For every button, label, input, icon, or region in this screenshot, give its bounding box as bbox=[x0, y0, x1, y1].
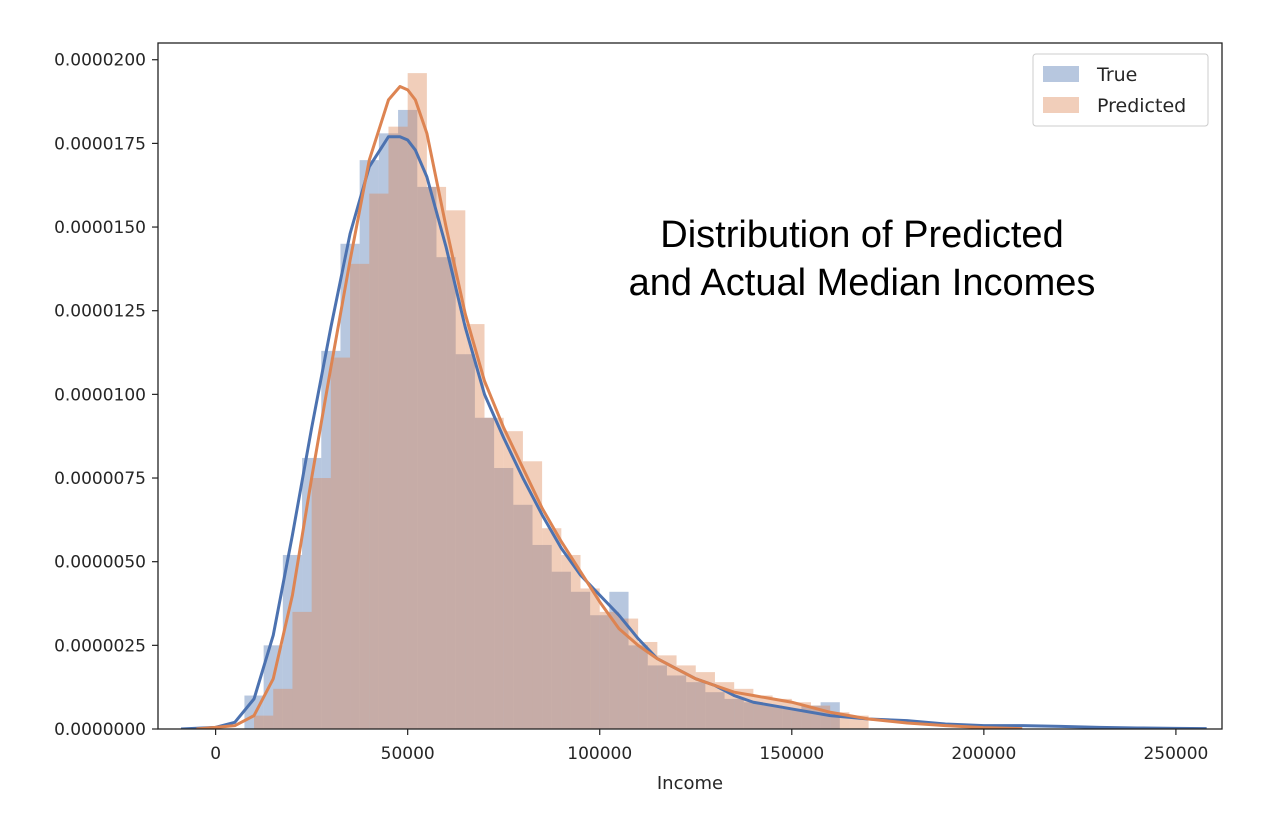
histogram-bar bbox=[772, 698, 792, 729]
legend: True Predicted bbox=[1032, 53, 1209, 127]
histogram-bar bbox=[686, 682, 706, 729]
histogram-bar bbox=[263, 645, 283, 729]
y-tick-label: 0.0000200 bbox=[54, 51, 146, 71]
histogram-bar bbox=[455, 354, 475, 729]
y-tick-label: 0.0000075 bbox=[54, 469, 146, 489]
histogram-bar bbox=[638, 641, 658, 729]
chart-annotation: Distribution of Predicted and Actual Medi… bbox=[629, 214, 1096, 304]
histogram-bar bbox=[513, 504, 533, 729]
legend-box bbox=[1032, 53, 1209, 127]
y-tick-label: 0.0000025 bbox=[54, 636, 146, 656]
histogram-predicted bbox=[254, 73, 869, 729]
histogram-bar bbox=[369, 193, 389, 729]
x-tick-label: 0 bbox=[210, 744, 221, 764]
x-tick-label: 200000 bbox=[951, 744, 1016, 764]
x-tick-label: 150000 bbox=[759, 744, 824, 764]
histogram-bar bbox=[417, 186, 437, 729]
x-tick-label: 100000 bbox=[567, 744, 632, 764]
histogram-bar bbox=[599, 611, 619, 729]
y-tick-label: 0.0000050 bbox=[54, 553, 146, 573]
histogram-true bbox=[244, 109, 840, 729]
histogram-bar bbox=[734, 688, 754, 729]
histogram-bar bbox=[666, 675, 687, 729]
histogram-bar bbox=[465, 324, 485, 729]
histogram-bar bbox=[292, 611, 312, 729]
histogram-bar bbox=[676, 665, 696, 729]
histogram-bar bbox=[609, 591, 629, 729]
histogram-bar bbox=[542, 528, 562, 729]
histogram-bar bbox=[590, 615, 610, 729]
histogram-bar bbox=[398, 109, 418, 729]
histogram-bar bbox=[273, 688, 293, 729]
legend-swatch-true bbox=[1043, 66, 1079, 82]
axes: 0 50000 100000 150000 200000 250000 0.0000000 0… bbox=[54, 42, 1223, 764]
histogram-bar bbox=[330, 357, 351, 729]
histogram-bar bbox=[753, 695, 773, 729]
y-tick-label: 0.0000000 bbox=[54, 720, 146, 740]
histogram-bar bbox=[647, 665, 667, 729]
histogram-bar bbox=[359, 160, 379, 729]
histogram-bar bbox=[580, 588, 600, 729]
histogram-bar bbox=[302, 457, 322, 729]
histogram-bar bbox=[724, 698, 744, 729]
histogram-bar bbox=[474, 417, 495, 729]
histogram-bar bbox=[311, 478, 331, 729]
histogram-bar bbox=[743, 702, 763, 729]
histogram-bar bbox=[561, 554, 581, 729]
histogram-bar bbox=[628, 645, 648, 729]
histogram-bar bbox=[494, 467, 514, 729]
histogram-bar bbox=[570, 591, 591, 729]
y-tick-label: 0.0000150 bbox=[54, 218, 146, 238]
annotation-line: Distribution of Predicted bbox=[660, 214, 1063, 256]
legend-swatch-predicted bbox=[1043, 97, 1079, 113]
x-tick-label: 250000 bbox=[1143, 744, 1208, 764]
histogram-bar bbox=[321, 350, 341, 729]
legend-label-predicted: Predicted bbox=[1097, 95, 1186, 117]
histogram-bar bbox=[695, 672, 715, 729]
histogram-bar bbox=[532, 544, 552, 729]
y-tick-label: 0.0000100 bbox=[54, 385, 146, 405]
histogram-bar bbox=[426, 186, 447, 729]
legend-label-true: True bbox=[1096, 64, 1137, 86]
histogram-bar bbox=[388, 126, 408, 729]
histogram-bar bbox=[254, 715, 274, 729]
histogram-bar bbox=[618, 618, 639, 729]
histogram-bar bbox=[436, 257, 456, 729]
histogram-bar bbox=[378, 133, 399, 729]
histogram-bar bbox=[657, 655, 677, 729]
plot-frame bbox=[157, 42, 1223, 730]
histogram-bar bbox=[551, 571, 571, 729]
kde-line-true bbox=[180, 135, 1207, 729]
histogram-bar bbox=[522, 461, 543, 729]
histogram-bar bbox=[446, 210, 466, 729]
histogram-bar bbox=[340, 243, 360, 729]
x-axis-label: Income bbox=[657, 773, 723, 794]
histogram-bar bbox=[282, 554, 303, 729]
histogram-bar bbox=[484, 417, 504, 729]
y-tick-label: 0.0000175 bbox=[54, 134, 146, 154]
histogram-bar bbox=[782, 708, 802, 729]
x-tick-label: 50000 bbox=[381, 744, 435, 764]
histogram-bar bbox=[407, 73, 427, 729]
kde-line-predicted bbox=[196, 85, 1023, 729]
plot-area bbox=[180, 73, 1207, 729]
histogram-bar bbox=[350, 263, 370, 729]
histogram-bar bbox=[503, 431, 523, 729]
histogram-bar bbox=[762, 705, 783, 729]
y-tick-label: 0.0000125 bbox=[54, 302, 146, 322]
histogram-bar bbox=[705, 692, 725, 729]
annotation-line: and Actual Median Incomes bbox=[629, 262, 1096, 304]
